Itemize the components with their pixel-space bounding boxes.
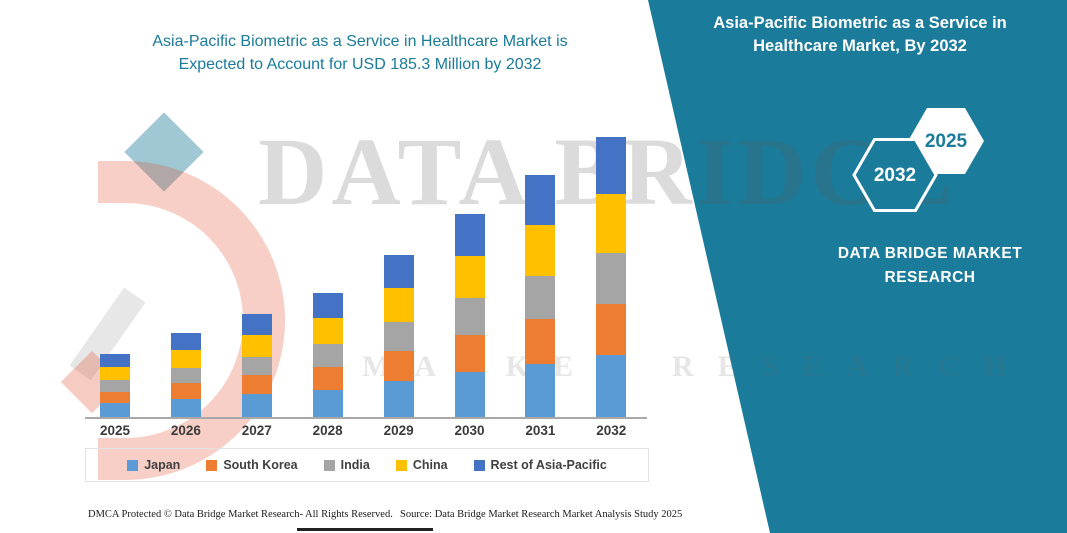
hexagon-2032-shape <box>852 138 938 212</box>
brand-text: DATA BRIDGE MARKET RESEARCH <box>815 242 1045 290</box>
bar-segment-south-korea <box>525 319 556 364</box>
legend-label: China <box>412 458 448 472</box>
x-axis-label: 2030 <box>454 423 485 438</box>
bar-segment-rest-of-asia-pacific <box>454 213 485 256</box>
bar-stack-2031 <box>525 174 556 417</box>
bar-stack-2030 <box>454 213 485 417</box>
legend-label: South Korea <box>223 458 298 472</box>
brand-line2: RESEARCH <box>884 269 976 287</box>
bar-segment-china <box>525 224 556 276</box>
bar-stack-2032 <box>596 136 627 417</box>
bar-stack-2029 <box>383 255 414 417</box>
legend-label: India <box>340 458 370 472</box>
hexagon-2032-label: 2032 <box>874 165 916 186</box>
x-axis-label: 2032 <box>596 423 627 438</box>
bar-segment-japan <box>525 363 556 417</box>
bar-segment-india <box>383 322 414 352</box>
bar-segment-china <box>596 194 627 254</box>
legend-item: India <box>323 458 370 472</box>
bar-segment-south-korea <box>596 303 627 356</box>
bar-segment-india <box>312 344 343 367</box>
bar-segment-india <box>100 380 130 392</box>
bar-stack-2025 <box>100 354 130 417</box>
x-axis-label: 2027 <box>241 423 272 438</box>
bar-segment-japan <box>454 372 485 417</box>
bottom-divider <box>297 528 433 531</box>
side-panel-title: Asia-Pacific Biometric as a Service in H… <box>713 14 1007 56</box>
x-axis-label: 2031 <box>525 423 556 438</box>
x-axis-label: 2025 <box>99 423 131 438</box>
chart-title-line2: Expected to Account for USD 185.3 Millio… <box>178 56 542 74</box>
legend-swatch-icon <box>127 459 139 471</box>
bar-segment-china <box>454 255 485 299</box>
bar-segment-south-korea <box>100 391 130 404</box>
chart-title-line1: Asia-Pacific Biometric as a Service in H… <box>152 33 568 50</box>
hexagon-2025-label: 2025 <box>925 131 968 152</box>
legend-swatch-icon <box>473 459 485 471</box>
bar-segment-south-korea <box>170 383 201 399</box>
bar-segment-japan <box>383 381 414 417</box>
bar-segment-india <box>241 356 272 376</box>
bar-segment-south-korea <box>312 366 343 390</box>
bar-segment-rest-of-asia-pacific <box>525 174 556 225</box>
bar-segment-rest-of-asia-pacific <box>100 354 130 367</box>
bar-segment-japan <box>241 394 272 417</box>
year-hexagons: 2025 2032 <box>852 108 984 212</box>
bar-segment-rest-of-asia-pacific <box>312 292 343 319</box>
legend-label: Japan <box>144 458 181 472</box>
bar-segment-japan <box>312 389 343 417</box>
bar-segment-china <box>312 318 343 345</box>
footer-dmca: DMCA Protected © Data Bridge Market Rese… <box>88 509 393 520</box>
bar-segment-south-korea <box>383 351 414 382</box>
legend-item: Japan <box>127 458 180 472</box>
bar-segment-china <box>241 335 272 357</box>
bar-segment-japan <box>100 403 130 417</box>
x-axis-label: 2026 <box>170 423 201 438</box>
legend-item: China <box>395 458 448 472</box>
chart-title: Asia-Pacific Biometric as a Service in H… <box>120 30 600 76</box>
bar-segment-rest-of-asia-pacific <box>170 333 201 351</box>
legend-label: Rest of Asia-Pacific <box>490 458 607 472</box>
bar-segment-india <box>170 367 201 384</box>
legend-swatch-icon <box>323 459 335 471</box>
legend: Japan South Korea India China Rest of Asia-P… <box>85 448 649 482</box>
bar-segment-japan <box>596 355 627 417</box>
bar-segment-india <box>454 298 485 335</box>
bar-segment-china <box>170 350 201 368</box>
bar-stack-2026 <box>170 333 201 417</box>
legend-item: Rest of Asia-Pacific <box>473 458 607 472</box>
bar-segment-south-korea <box>454 334 485 373</box>
bar-stack-2028 <box>312 292 343 417</box>
bar-segment-rest-of-asia-pacific <box>596 136 627 195</box>
x-axis-label: 2028 <box>312 423 343 438</box>
bar-segment-india <box>596 253 627 304</box>
brand-line1: DATA BRIDGE MARKET <box>837 245 1023 262</box>
bar-stack-2027 <box>241 313 272 417</box>
bar-segment-rest-of-asia-pacific <box>241 313 272 336</box>
legend-swatch-icon <box>206 459 218 471</box>
legend-item: South Korea <box>206 458 298 472</box>
legend-swatch-icon <box>395 459 407 471</box>
bar-segment-india <box>525 275 556 320</box>
bar-segment-south-korea <box>241 375 272 395</box>
bar-segment-china <box>383 288 414 323</box>
plot-area: 2025 2026 2027 2028 2029 2030 2031 2032 <box>85 136 647 438</box>
x-axis-line <box>85 417 647 419</box>
bar-segment-japan <box>170 398 201 417</box>
x-axis-label: 2029 <box>383 423 414 438</box>
bar-segment-china <box>100 366 130 381</box>
bar-segment-rest-of-asia-pacific <box>383 255 414 289</box>
footer-source: Source: Data Bridge Market Research Mark… <box>400 509 683 520</box>
